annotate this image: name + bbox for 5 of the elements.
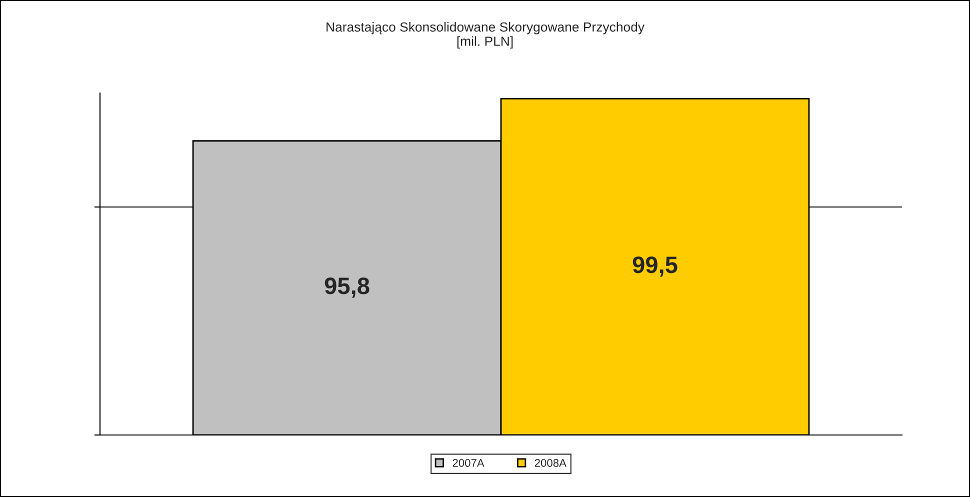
legend-label: 2007A	[452, 458, 484, 467]
data-label: 99,5	[632, 256, 678, 277]
data-label: 95,8	[324, 278, 370, 298]
chart-title: Narastająco Skonsolidowane Skorygowane Przychody [mil. PLN]	[326, 22, 644, 49]
legend-label: 2008A	[534, 458, 566, 467]
